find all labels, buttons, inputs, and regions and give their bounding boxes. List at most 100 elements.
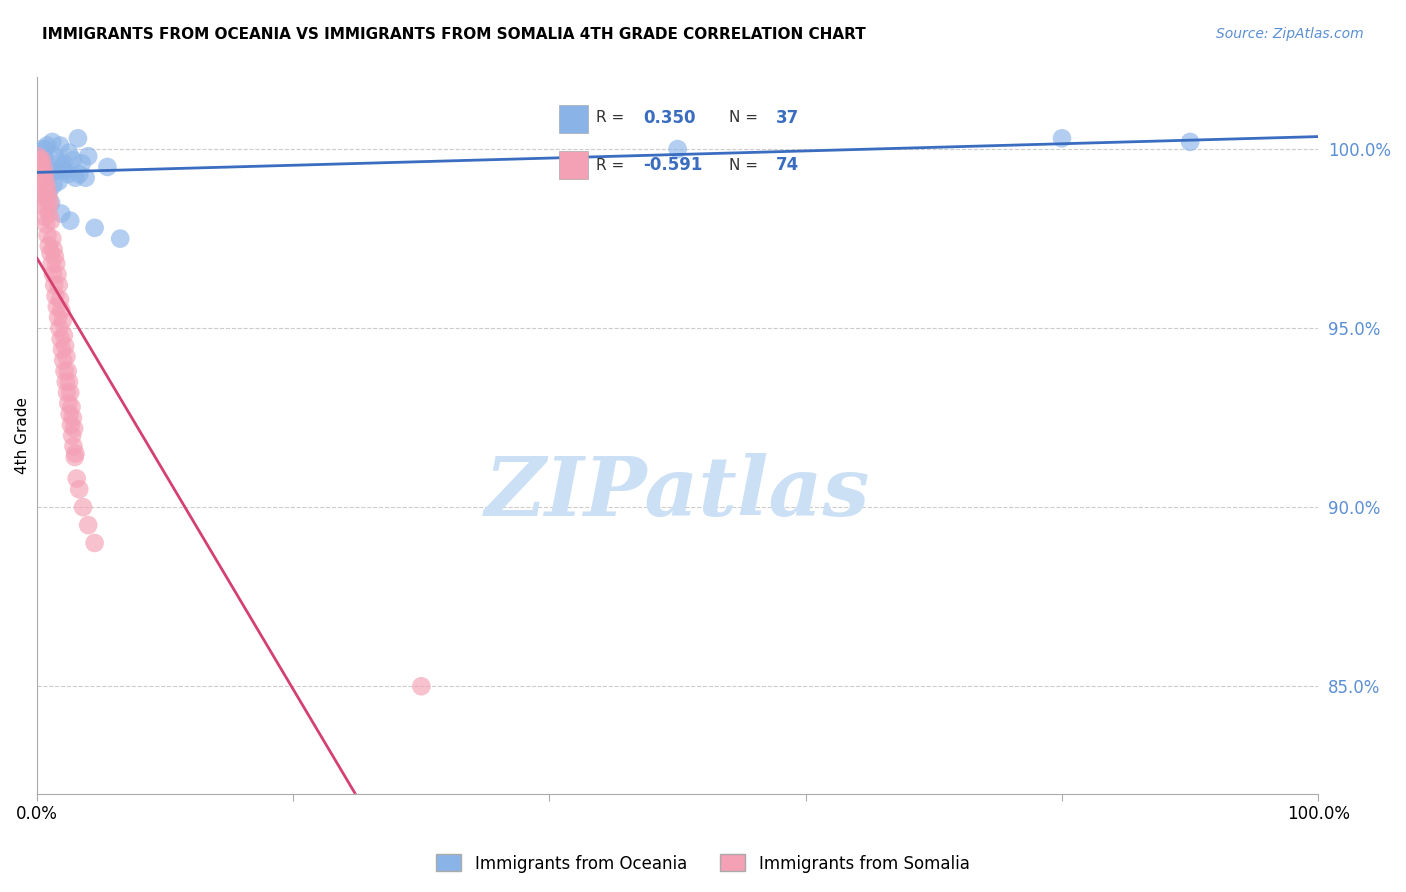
Point <box>37 185 59 199</box>
Point <box>65 170 87 185</box>
Point <box>52 353 75 368</box>
Point <box>39 246 62 260</box>
Point <box>44 149 66 163</box>
Point <box>31 142 53 156</box>
Point <box>32 149 55 163</box>
Point <box>39 213 62 227</box>
Point <box>30 156 52 170</box>
Point <box>411 679 433 693</box>
Point <box>60 428 83 442</box>
Point <box>38 239 60 253</box>
Point <box>44 250 66 264</box>
Point <box>37 188 59 202</box>
Point <box>35 174 58 188</box>
Point <box>55 350 77 364</box>
Point <box>66 471 89 485</box>
Point <box>32 199 55 213</box>
Point <box>34 210 56 224</box>
Point <box>51 206 73 220</box>
Point <box>52 156 75 170</box>
Point <box>32 178 55 192</box>
Point <box>41 231 63 245</box>
Point <box>34 185 56 199</box>
Point <box>34 153 56 167</box>
Point <box>46 310 69 325</box>
Point <box>56 385 79 400</box>
Point <box>30 163 52 178</box>
Point <box>1050 131 1073 145</box>
Point <box>62 153 84 167</box>
Point <box>35 142 58 156</box>
Point <box>31 170 53 185</box>
Point <box>42 268 65 282</box>
Point <box>49 293 72 307</box>
Point <box>49 138 72 153</box>
Point <box>58 396 80 410</box>
Point <box>42 243 65 257</box>
Y-axis label: 4th Grade: 4th Grade <box>15 397 30 474</box>
Point <box>67 483 90 497</box>
Point <box>30 178 52 192</box>
Point <box>30 160 52 174</box>
Point <box>48 321 70 335</box>
Point <box>666 142 689 156</box>
Point <box>59 213 82 227</box>
Point <box>52 160 75 174</box>
Point <box>37 181 59 195</box>
Point <box>35 192 58 206</box>
Point <box>52 314 75 328</box>
Point <box>27 156 49 170</box>
Point <box>72 500 94 515</box>
Point <box>37 227 59 242</box>
Point <box>65 446 87 460</box>
Point <box>60 400 83 414</box>
Point <box>53 163 76 178</box>
Point <box>63 450 86 464</box>
Point <box>67 167 90 181</box>
Point <box>28 167 51 181</box>
Point <box>41 257 63 271</box>
Point <box>28 156 51 170</box>
Point <box>39 195 62 210</box>
Legend: Immigrants from Oceania, Immigrants from Somalia: Immigrants from Oceania, Immigrants from… <box>430 847 976 880</box>
Point <box>83 536 105 550</box>
Point <box>27 149 49 163</box>
Point <box>1178 135 1201 149</box>
Point <box>58 145 80 160</box>
Point <box>44 278 66 293</box>
Point <box>96 160 118 174</box>
Point <box>45 163 67 178</box>
Point <box>35 217 58 231</box>
Point <box>75 170 97 185</box>
Point <box>28 160 51 174</box>
Point <box>28 153 51 167</box>
Point <box>45 257 67 271</box>
Point <box>56 364 79 378</box>
Point <box>48 174 70 188</box>
Point <box>38 195 60 210</box>
Point <box>55 375 77 389</box>
Point <box>41 135 63 149</box>
Point <box>42 178 65 192</box>
Point <box>45 300 67 314</box>
Point <box>56 167 79 181</box>
Point <box>30 167 52 181</box>
Point <box>51 343 73 357</box>
Point <box>59 407 82 421</box>
Point <box>62 410 84 425</box>
Point <box>32 160 55 174</box>
Point <box>52 328 75 343</box>
Point <box>59 417 82 432</box>
Point <box>37 199 59 213</box>
Point <box>53 364 76 378</box>
Text: IMMIGRANTS FROM OCEANIA VS IMMIGRANTS FROM SOMALIA 4TH GRADE CORRELATION CHART: IMMIGRANTS FROM OCEANIA VS IMMIGRANTS FR… <box>42 27 866 42</box>
Point <box>49 332 72 346</box>
Point <box>53 339 76 353</box>
Text: Source: ZipAtlas.com: Source: ZipAtlas.com <box>1216 27 1364 41</box>
Point <box>31 153 53 167</box>
Point <box>58 375 80 389</box>
Point <box>48 278 70 293</box>
Point <box>38 167 60 181</box>
Point <box>63 421 86 435</box>
Point <box>66 131 89 145</box>
